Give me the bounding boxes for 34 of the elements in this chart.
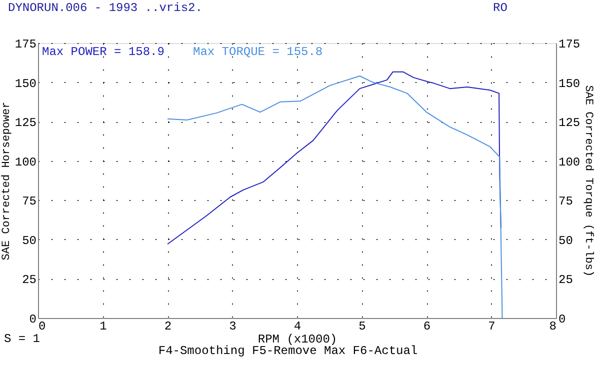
annotation: Max POWER = 158.9 [42, 45, 164, 59]
line-series [167, 76, 503, 318]
y2-tick-label: 100 [558, 155, 580, 170]
x-tick-label: 4 [294, 320, 302, 334]
y2-tick-label: 125 [558, 116, 580, 130]
x-tick-label: 8 [549, 320, 556, 334]
y-tick-label: 150 [14, 76, 36, 91]
text: RO [493, 1, 508, 15]
x-tick-label: 1 [100, 320, 107, 334]
y-axis-title: SAE Corrected Horsepower [0, 102, 13, 260]
text: F4-Smoothing F5-Remove Max F6-Actual [158, 344, 418, 358]
y-tick-label: 125 [14, 116, 36, 130]
y2-tick-label: 25 [558, 273, 573, 288]
x-tick-label: 6 [423, 320, 431, 334]
y2-tick-label: 75 [558, 194, 573, 209]
y-tick-label: 50 [22, 234, 36, 248]
y-tick-label: 25 [22, 273, 36, 288]
x-tick-label: 5 [358, 320, 366, 334]
x-tick-label: 0 [38, 320, 46, 334]
y-tick-label: 175 [14, 38, 36, 52]
x-tick-label: 7 [488, 320, 496, 334]
x-tick-label: 3 [229, 320, 236, 334]
text: S = 1 [4, 332, 40, 346]
x-tick-label: 2 [164, 320, 172, 334]
y2-tick-label: 150 [558, 76, 580, 91]
y-tick-label: 75 [22, 194, 36, 209]
y2-tick-label: 50 [558, 234, 573, 248]
x-axis-title: RPM (x1000) [258, 332, 338, 346]
y-tick-label: 100 [14, 155, 36, 170]
chart-title: DYNORUN.006 - 1993 ..vris2. [8, 1, 202, 15]
line-series [167, 71, 502, 245]
y2-tick-label: 175 [558, 38, 580, 52]
y2-axis-title: SAE Corrected Torque (ft-lbs) [582, 85, 594, 277]
annotation: Max TORQUE = 155.8 [193, 45, 323, 59]
